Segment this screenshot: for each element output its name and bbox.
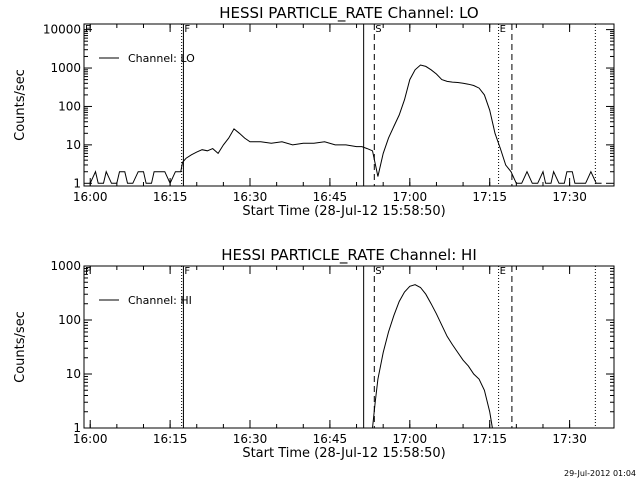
panel-lo: HESSI PARTICLE_RATE Channel: LO 16:00 16:1… [13,4,615,219]
chart-title: HESSI PARTICLE_RATE Channel: LO [219,4,478,23]
event-marker-label: F [85,266,91,277]
y-tick-label: 100 [58,313,81,327]
event-marker-label: F [184,24,190,35]
x-tick-label: 17:00 [393,190,428,204]
plot-frame [83,23,615,187]
y-tick-label: 100 [58,99,81,113]
y-tick-label: 10000 [43,23,81,37]
y-tick-label: 1000 [50,61,81,75]
x-tick-label: 17:30 [552,432,587,446]
y-tick-label: 1 [73,176,81,190]
plot-frame [83,265,615,429]
event-marker-label: S [375,24,381,35]
y-tick-label: 10 [66,138,81,152]
x-tick-label: 17:00 [393,432,428,446]
x-tick-label: 16:00 [73,190,108,204]
y-tick-label: 10 [66,367,81,381]
x-tick-label: 16:45 [313,432,348,446]
event-marker-label: S [375,266,381,277]
y-tick-label: 1000 [50,259,81,273]
y-axis-label: Counts/sec [13,311,28,383]
x-tick-label: 17:15 [472,190,507,204]
panel-hi: HESSI PARTICLE_RATE Channel: HI 16:00 16:1… [13,246,615,461]
x-tick-label: 17:15 [472,432,507,446]
x-tick-label: 17:30 [552,190,587,204]
x-tick-label: 16:45 [313,190,348,204]
x-tick-label: 16:30 [233,190,268,204]
legend-label: Channel: HI [128,294,192,307]
event-marker-label: F [184,266,190,277]
x-axis-label: Start Time (28-Jul-12 15:58:50) [242,204,445,219]
y-axis-label: Counts/sec [13,69,28,141]
timestamp: 29-Jul-2012 01:04 [564,469,636,478]
chart-title: HESSI PARTICLE_RATE Channel: HI [221,246,477,265]
x-tick-label: 16:30 [233,432,268,446]
event-marker-label: E [500,24,506,35]
y-tick-label: 1 [73,421,81,435]
x-axis-label: Start Time (28-Jul-12 15:58:50) [242,446,445,461]
series-line [89,64,602,185]
event-marker-label: F [85,24,91,35]
x-tick-label: 16:15 [153,190,188,204]
legend-label: Channel: LO [128,52,195,65]
x-tick-label: 16:00 [73,432,108,446]
x-tick-label: 16:15 [153,432,188,446]
event-marker-label: E [500,266,506,277]
series-line [372,284,493,429]
